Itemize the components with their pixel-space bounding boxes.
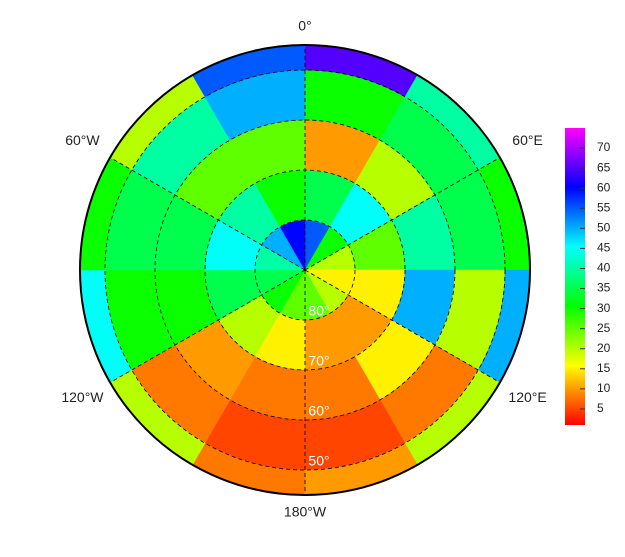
- colorbar-label: 30: [597, 301, 611, 315]
- colorbar: 5 10 15 20 25 30 35 40 45 50 55 60 65 70: [565, 128, 611, 425]
- colorbar-label: 25: [597, 321, 611, 335]
- lon-label: 60°E: [512, 132, 543, 148]
- map-border: [79, 44, 531, 496]
- lon-line: [109, 157, 306, 271]
- colorbar-label: 50: [597, 221, 611, 235]
- colorbar-label: 20: [597, 341, 611, 355]
- lon-label: 180°W: [284, 504, 327, 520]
- lon-label: 0°: [298, 18, 311, 34]
- lat-label: 70°: [308, 353, 329, 369]
- labels: 80° 70° 60° 50° 0° 60°E 120°E 180°W 120°W 60°W: [61, 18, 546, 520]
- lat-line: [154, 119, 456, 421]
- colorbar-label: 15: [597, 361, 611, 375]
- colorbar-label: 55: [597, 200, 611, 214]
- colorbar-label: 35: [597, 281, 611, 295]
- graticule: [104, 45, 506, 495]
- colorbar-label: 5: [597, 401, 604, 415]
- lon-label: 120°E: [508, 389, 546, 405]
- lat-label: 80°: [308, 303, 329, 319]
- lon-line: [109, 269, 306, 383]
- colorbar-ramp: [565, 128, 585, 425]
- lon-label: 120°W: [61, 389, 104, 405]
- colorbar-label: 10: [597, 381, 611, 395]
- colorbar-label: 40: [597, 261, 611, 275]
- lat-label: 50°: [308, 453, 329, 469]
- cells: [79, 44, 531, 496]
- lat-line: [104, 69, 506, 471]
- lon-line: [304, 157, 501, 271]
- colorbar-label: 65: [597, 160, 611, 174]
- lon-line: [304, 269, 501, 383]
- colorbar-label: 45: [597, 241, 611, 255]
- colorbar-label: 60: [597, 180, 611, 194]
- colorbar-label: 70: [597, 140, 611, 154]
- lon-label: 60°W: [65, 132, 100, 148]
- lat-label: 60°: [308, 403, 329, 419]
